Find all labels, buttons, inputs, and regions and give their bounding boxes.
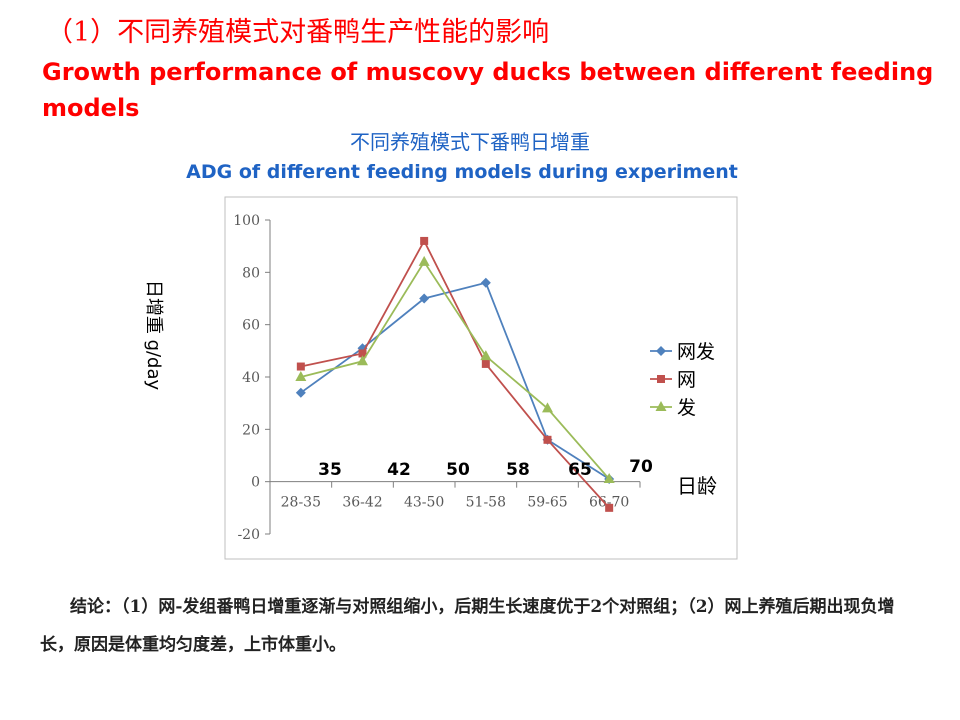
axes: -20 0 20 40 60 80 100 28-35 36-42 43-50 51-58 59-65… [233,213,641,543]
y-tick-label: -20 [237,527,260,543]
legend-marker-1 [656,346,666,356]
data-point-3 [542,402,553,413]
series-line-2 [300,238,610,509]
y-tick-label: 80 [242,265,260,281]
legend-marker-3 [655,401,667,411]
conclusion-text: 结论：（1）网-发组番鸭日增重逐渐与对照组缩小，后期生长速度优于2个对照组；（2… [40,597,895,655]
y-tick-label: 40 [242,370,260,386]
data-point-2 [420,236,429,245]
chart-frame [224,196,738,560]
slide-title-cn: （1）不同养殖模式对番鸭生产性能的影响 [46,17,550,48]
data-point-3 [295,371,307,381]
legend-label-3: 发 [677,397,696,419]
data-point-1 [480,277,491,288]
series-layer [295,236,615,512]
legend-marker-2 [657,375,665,383]
y-axis-label-text: 日增重 g/day [143,280,164,391]
legend-label-2: 网 [677,369,696,391]
y-tick-label: 20 [242,422,260,438]
chart-title-en-text: ADG of different feeding models during e… [186,161,738,183]
x-tick-label: 59-65 [527,495,567,511]
data-point-3 [418,255,430,266]
age-annotation: 65 [568,460,592,480]
x-axis-label: 日龄 [677,474,717,498]
data-point-2 [605,503,614,512]
series-line-3 [300,260,610,480]
x-tick-label: 43-50 [404,495,444,511]
x-tick-label: 36-42 [342,495,382,511]
age-annotation: 50 [446,460,470,480]
data-point-1 [419,293,430,304]
data-point-2 [296,362,305,371]
chart-title-en: ADG of different feeding models during e… [0,161,960,183]
data-point-3 [603,473,615,484]
data-point-2 [481,359,490,368]
series-3 [295,255,615,484]
slide-title-en: Growth performance of muscovy ducks betw… [42,58,934,122]
chart-title-cn: 不同养殖模式下番鸭日增重 [0,126,960,155]
chart-title-cn-text: 不同养殖模式下番鸭日增重 [350,130,590,154]
data-point-2 [358,349,367,358]
age-annotations: 35 42 50 58 65 70 [318,457,653,480]
x-tick-label: 28-35 [281,495,321,511]
series-2 [296,236,614,512]
data-point-3 [357,355,368,366]
legend-label-1: 网发 [677,341,715,363]
y-tick-label: 100 [233,213,260,229]
age-annotation: 70 [629,457,653,477]
y-tick-label: 60 [242,318,260,334]
age-annotation: 58 [506,460,530,480]
age-annotation: 42 [387,460,411,480]
y-axis-label: 日增重 g/day [143,280,164,391]
data-point-2 [543,435,552,444]
age-annotation: 35 [318,460,342,480]
data-point-3 [480,350,492,361]
x-tick-label: 66-70 [589,495,629,511]
y-tick-label: 0 [251,475,260,491]
data-point-1 [295,387,306,398]
x-tick-label: 51-58 [466,495,506,511]
